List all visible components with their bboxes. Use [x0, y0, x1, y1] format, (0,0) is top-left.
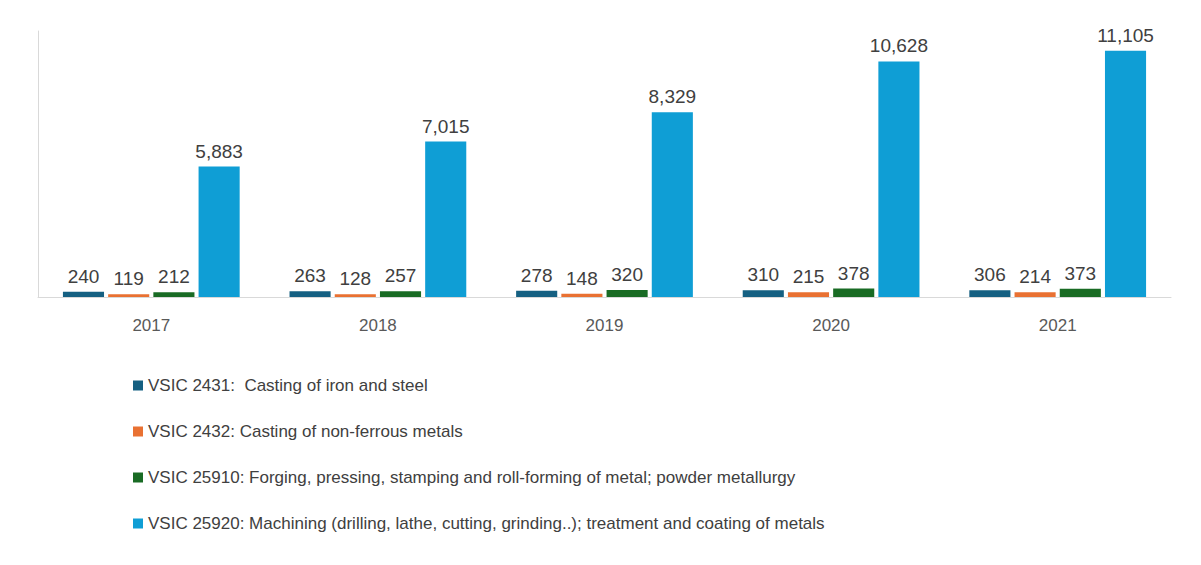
- svg-text:214: 214: [1019, 266, 1051, 287]
- svg-text:7,015: 7,015: [422, 116, 470, 137]
- svg-text:VSIC 25910: Forging, pressing,: VSIC 25910: Forging, pressing, stamping …: [148, 468, 796, 487]
- svg-text:148: 148: [566, 268, 598, 289]
- svg-text:373: 373: [1064, 263, 1096, 284]
- svg-text:VSIC 2431: Casting of iron an: VSIC 2431: Casting of iron and steel: [148, 376, 428, 395]
- svg-text:8,329: 8,329: [649, 86, 697, 107]
- svg-text:2018: 2018: [359, 316, 397, 335]
- svg-text:2017: 2017: [132, 316, 170, 335]
- svg-text:119: 119: [114, 268, 144, 289]
- svg-text:212: 212: [158, 266, 190, 287]
- svg-text:11,105: 11,105: [1097, 25, 1154, 46]
- svg-text:2020: 2020: [812, 316, 850, 335]
- svg-text:378: 378: [838, 263, 870, 284]
- svg-text:128: 128: [339, 268, 371, 289]
- svg-text:215: 215: [793, 266, 825, 287]
- svg-text:257: 257: [385, 265, 417, 286]
- svg-text:278: 278: [521, 265, 553, 286]
- svg-text:240: 240: [68, 266, 100, 287]
- svg-text:310: 310: [747, 264, 779, 285]
- svg-text:320: 320: [611, 264, 643, 285]
- svg-text:306: 306: [974, 264, 1006, 285]
- svg-text:263: 263: [294, 265, 326, 286]
- svg-text:2019: 2019: [586, 316, 624, 335]
- svg-text:10,628: 10,628: [870, 35, 928, 56]
- svg-text:VSIC 2432: Casting of non-ferr: VSIC 2432: Casting of non-ferrous metals: [148, 422, 463, 441]
- svg-text:2021: 2021: [1039, 316, 1077, 335]
- svg-text:5,883: 5,883: [195, 141, 243, 162]
- svg-text:VSIC 25920: Machining (drillin: VSIC 25920: Machining (drilling, lathe, …: [148, 514, 825, 533]
